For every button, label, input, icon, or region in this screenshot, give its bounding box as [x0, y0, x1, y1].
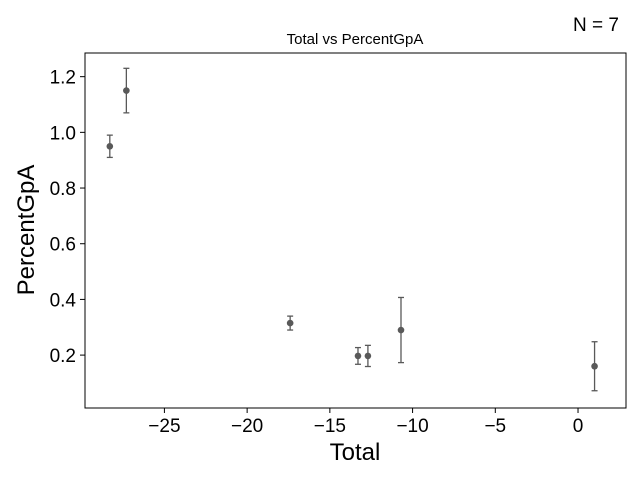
- y-tick-label: 0.6: [50, 235, 76, 256]
- plot-area-frame: [84, 52, 627, 409]
- x-tick-label: −25: [148, 416, 180, 437]
- data-point: [591, 341, 598, 392]
- y-tick-label: 1.2: [50, 68, 76, 89]
- point-marker: [106, 142, 114, 150]
- data-point: [123, 67, 130, 114]
- data-point: [364, 344, 372, 368]
- point-marker: [286, 319, 294, 327]
- x-tick-label: −15: [314, 416, 346, 437]
- point-marker: [591, 362, 598, 370]
- x-axis-label: Total: [330, 439, 381, 466]
- point-marker: [397, 326, 405, 334]
- data-point: [397, 296, 405, 364]
- x-tick-label: −10: [396, 416, 428, 437]
- sample-size-annotation: N = 7: [573, 15, 619, 36]
- y-axis: 0.2 0.4 0.6 0.8 1.0 1.2: [50, 68, 85, 367]
- y-tick-label: 0.8: [50, 179, 76, 200]
- x-tick-label: −20: [231, 416, 263, 437]
- x-tick-label: 0: [573, 416, 584, 437]
- data-point: [354, 346, 362, 365]
- chart-title: Total vs PercentGpA: [287, 31, 424, 48]
- point-marker: [364, 352, 372, 360]
- x-axis: −25 −20 −15 −10 −5 0: [148, 408, 583, 437]
- y-tick-label: 0.4: [50, 290, 77, 311]
- data-point: [286, 315, 294, 331]
- point-marker: [354, 352, 362, 360]
- y-tick-label: 0.2: [50, 346, 76, 367]
- y-axis-label: PercentGpA: [13, 165, 40, 296]
- x-tick-label: −5: [484, 416, 506, 437]
- data-points: [106, 67, 598, 392]
- data-point: [106, 134, 114, 159]
- y-tick-label: 1.0: [50, 123, 76, 144]
- point-marker: [123, 87, 130, 94]
